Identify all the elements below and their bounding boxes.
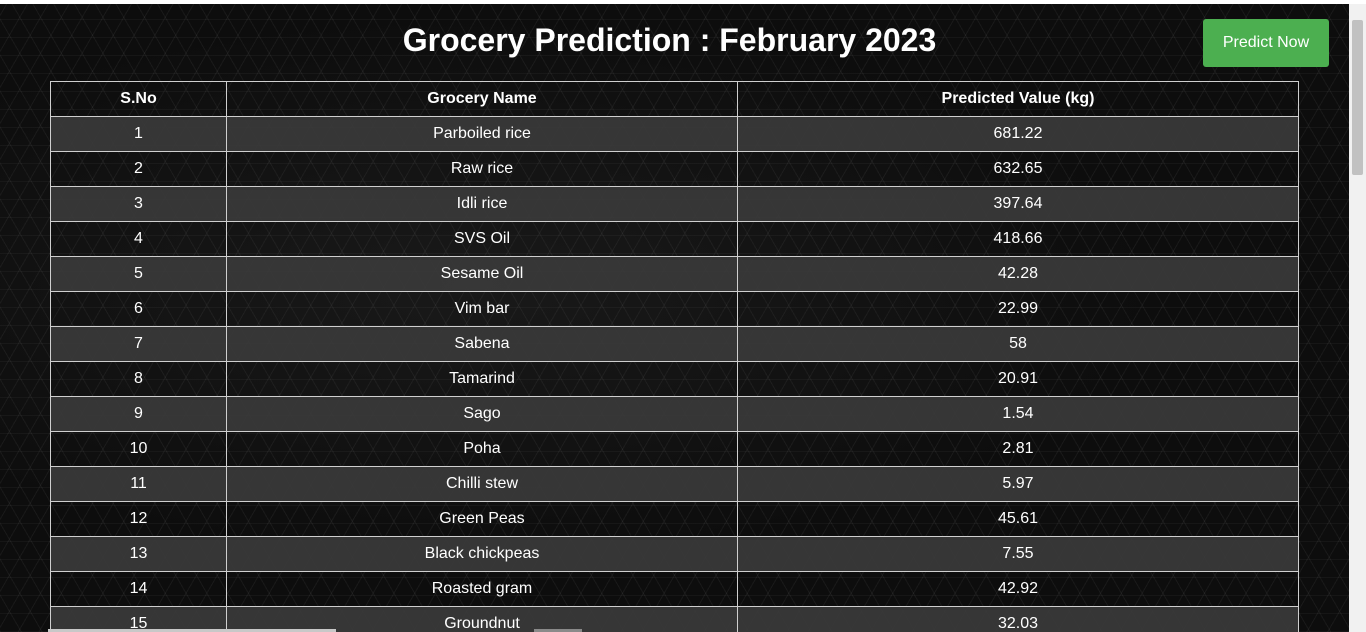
table-row: 6 Vim bar 22.99 — [50, 291, 1299, 327]
cell-grocery-name: Raw rice — [226, 151, 738, 187]
horizontal-scrollbar[interactable] — [0, 629, 1349, 632]
cell-grocery-name: Tamarind — [226, 361, 738, 397]
table-row: 14 Roasted gram 42.92 — [50, 571, 1299, 607]
table-row: 3 Idli rice 397.64 — [50, 186, 1299, 222]
table-row: 8 Tamarind 20.91 — [50, 361, 1299, 397]
table-row: 13 Black chickpeas 7.55 — [50, 536, 1299, 572]
vertical-scrollbar-thumb[interactable] — [1352, 20, 1363, 175]
cell-sno: 9 — [50, 396, 227, 432]
cell-predicted-value: 418.66 — [737, 221, 1299, 257]
cell-sno: 11 — [50, 466, 227, 502]
cell-predicted-value: 1.54 — [737, 396, 1299, 432]
cell-sno: 15 — [50, 606, 227, 632]
table-body: 1 Parboiled rice 681.22 2 Raw rice 632.65 3 Idl… — [50, 116, 1299, 632]
horizontal-scrollbar-thumb[interactable] — [48, 629, 336, 632]
cell-grocery-name: Black chickpeas — [226, 536, 738, 572]
cell-grocery-name: SVS Oil — [226, 221, 738, 257]
cell-grocery-name: Roasted gram — [226, 571, 738, 607]
cell-grocery-name: Sesame Oil — [226, 256, 738, 292]
cell-sno: 1 — [50, 116, 227, 152]
header-grocery-name: Grocery Name — [226, 81, 738, 117]
cell-sno: 12 — [50, 501, 227, 537]
cell-predicted-value: 7.55 — [737, 536, 1299, 572]
cell-predicted-value: 22.99 — [737, 291, 1299, 327]
page-background: Grocery Prediction : February 2023 Predi… — [0, 4, 1349, 632]
cell-predicted-value: 397.64 — [737, 186, 1299, 222]
cell-sno: 10 — [50, 431, 227, 467]
cell-predicted-value: 42.92 — [737, 571, 1299, 607]
cell-grocery-name: Groundnut — [226, 606, 738, 632]
cell-predicted-value: 58 — [737, 326, 1299, 362]
header-predicted-value: Predicted Value (kg) — [737, 81, 1299, 117]
cell-sno: 8 — [50, 361, 227, 397]
header-sno: S.No — [50, 81, 227, 117]
cell-sno: 14 — [50, 571, 227, 607]
cell-predicted-value: 5.97 — [737, 466, 1299, 502]
cell-predicted-value: 42.28 — [737, 256, 1299, 292]
table-row: 2 Raw rice 632.65 — [50, 151, 1299, 187]
cell-sno: 4 — [50, 221, 227, 257]
cell-grocery-name: Poha — [226, 431, 738, 467]
cell-sno: 2 — [50, 151, 227, 187]
cell-grocery-name: Sabena — [226, 326, 738, 362]
cell-grocery-name: Vim bar — [226, 291, 738, 327]
cell-sno: 3 — [50, 186, 227, 222]
table-row: 1 Parboiled rice 681.22 — [50, 116, 1299, 152]
table-row: 12 Green Peas 45.61 — [50, 501, 1299, 537]
cell-grocery-name: Green Peas — [226, 501, 738, 537]
table-row: 4 SVS Oil 418.66 — [50, 221, 1299, 257]
cell-predicted-value: 45.61 — [737, 501, 1299, 537]
table-row: 7 Sabena 58 — [50, 326, 1299, 362]
cell-grocery-name: Sago — [226, 396, 738, 432]
cell-predicted-value: 632.65 — [737, 151, 1299, 187]
cell-predicted-value: 20.91 — [737, 361, 1299, 397]
predict-now-button[interactable]: Predict Now — [1203, 19, 1329, 67]
cell-grocery-name: Parboiled rice — [226, 116, 738, 152]
cell-grocery-name: Idli rice — [226, 186, 738, 222]
horizontal-scrollbar-segment — [534, 629, 582, 632]
cell-predicted-value: 2.81 — [737, 431, 1299, 467]
cell-sno: 6 — [50, 291, 227, 327]
cell-predicted-value: 681.22 — [737, 116, 1299, 152]
table-row: 5 Sesame Oil 42.28 — [50, 256, 1299, 292]
cell-predicted-value: 32.03 — [737, 606, 1299, 632]
cell-sno: 7 — [50, 326, 227, 362]
grocery-prediction-table: S.No Grocery Name Predicted Value (kg) 1… — [50, 81, 1299, 632]
cell-sno: 13 — [50, 536, 227, 572]
table-row: 15 Groundnut 32.03 — [50, 606, 1299, 632]
cell-sno: 5 — [50, 256, 227, 292]
table-row: 9 Sago 1.54 — [50, 396, 1299, 432]
table-row: 10 Poha 2.81 — [50, 431, 1299, 467]
table-header-row: S.No Grocery Name Predicted Value (kg) — [50, 81, 1299, 117]
cell-grocery-name: Chilli stew — [226, 466, 738, 502]
page-title: Grocery Prediction : February 2023 — [402, 22, 937, 58]
table-row: 11 Chilli stew 5.97 — [50, 466, 1299, 502]
vertical-scrollbar[interactable] — [1349, 4, 1366, 632]
